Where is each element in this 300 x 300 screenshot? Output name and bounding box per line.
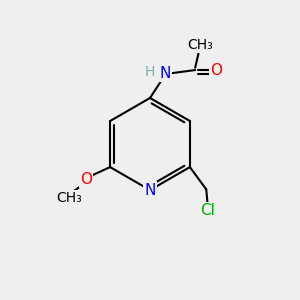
Text: Cl: Cl xyxy=(200,203,215,218)
Text: CH₃: CH₃ xyxy=(187,38,212,52)
Text: N: N xyxy=(160,66,171,81)
Text: H: H xyxy=(145,65,155,79)
Text: O: O xyxy=(80,172,92,187)
Text: O: O xyxy=(211,62,223,77)
Text: CH₃: CH₃ xyxy=(56,191,82,205)
Text: N: N xyxy=(144,183,156,198)
